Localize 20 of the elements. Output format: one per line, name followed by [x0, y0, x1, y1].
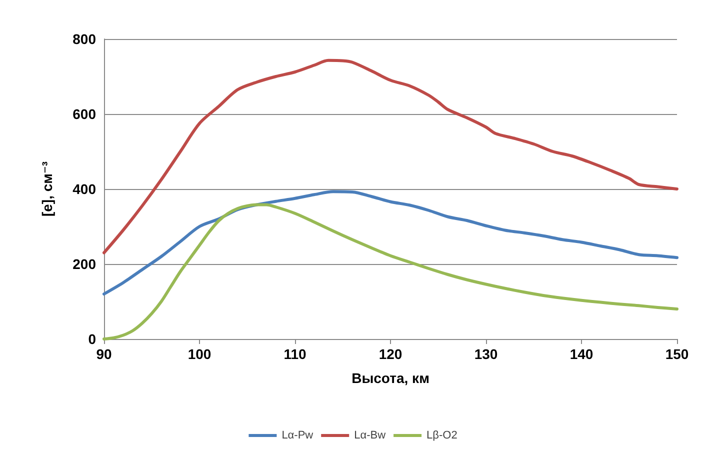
line-series	[102, 190, 678, 296]
x-tick-label: 120	[378, 346, 402, 362]
legend-label: Lα-Bw	[354, 430, 386, 442]
x-tick-label: 110	[284, 346, 307, 362]
x-tick-label: 150	[665, 346, 689, 362]
y-tick-label: 0	[88, 331, 96, 347]
y-tick-label: 600	[72, 106, 96, 122]
y-tick-label: 200	[72, 256, 96, 272]
y-tick-label: 800	[72, 31, 96, 47]
line-series	[102, 58, 678, 254]
y-tick-label: 400	[72, 181, 96, 197]
x-axis-title: Высота, км	[352, 370, 430, 386]
x-tick-label: 140	[570, 346, 594, 362]
legend-label: Lβ-O2	[426, 430, 458, 442]
x-tick-label: 130	[474, 346, 498, 362]
y-axis-title: [e], см⁻³	[39, 161, 55, 217]
x-tick-label: 100	[188, 346, 212, 362]
legend-label: Lα-Pw	[282, 430, 314, 442]
line-series	[102, 203, 678, 340]
x-tick-label: 90	[96, 346, 112, 362]
